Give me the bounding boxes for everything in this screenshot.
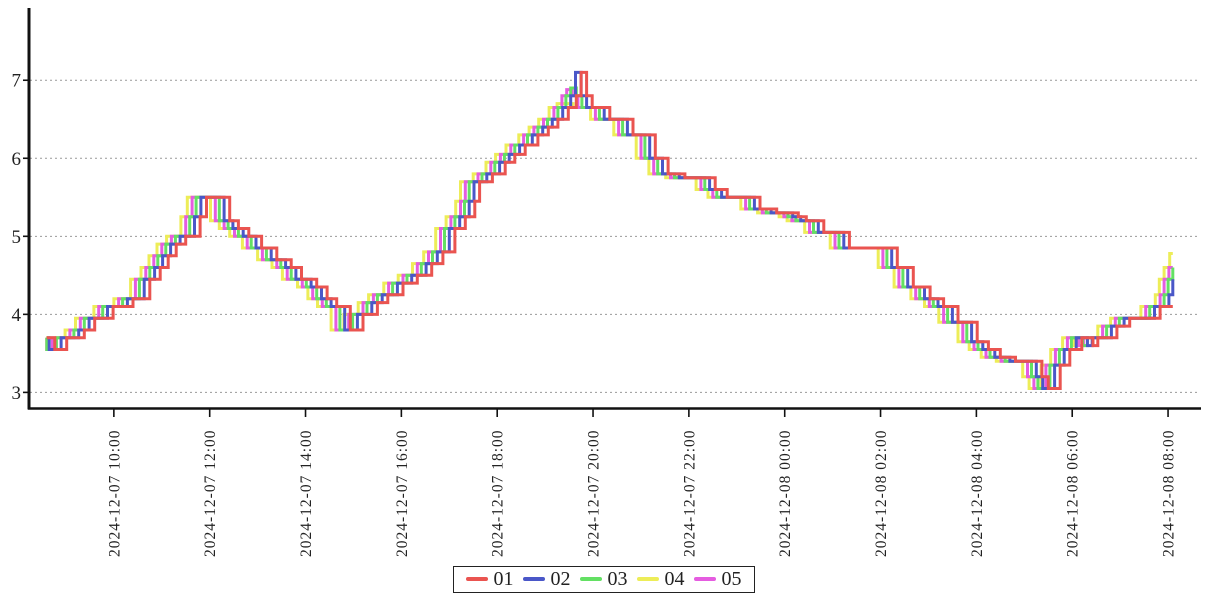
legend-label: 05 [721,568,742,590]
x-tick-label: 2024-12-08 08:00 [1161,429,1178,557]
legend-item-03: 03 [579,568,628,590]
x-axis-tick-labels: 2024-12-07 10:00 2024-12-07 12:00 2024-12-… [106,429,1177,557]
x-tick-label: 2024-12-07 12:00 [202,429,219,557]
y-tick-label: 5 [12,227,22,248]
x-tick-label: 2024-12-07 22:00 [681,429,698,557]
y-tick-label: 7 [12,71,22,92]
x-tick-label: 2024-12-07 14:00 [298,429,315,557]
gridlines [30,79,1200,393]
series-line-01 [46,70,1173,390]
chart-legend: 01 02 03 04 05 [452,566,755,593]
series-line-03 [45,86,1175,390]
legend-item-05: 05 [693,568,742,590]
legend-item-02: 02 [522,568,571,590]
legend-line-swatch-04 [636,577,659,581]
series-line-05 [45,88,1173,390]
legend-label: 03 [607,568,628,590]
legend-line-swatch-01 [465,577,488,581]
legend-line-swatch-02 [522,577,545,581]
legend-line-swatch-05 [693,577,716,581]
legend-label: 04 [664,568,685,590]
x-tick-label: 2024-12-08 02:00 [873,429,890,557]
y-tick-label: 3 [12,383,22,404]
y-tick-label: 4 [12,305,22,326]
plot-series-lines [45,70,1175,390]
x-tick-label: 2024-12-07 16:00 [394,429,411,557]
legend-item-01: 01 [465,568,514,590]
legend-label: 02 [550,568,571,590]
x-tick-label: 2024-12-07 10:00 [106,429,123,557]
y-tick-label: 6 [12,149,22,170]
x-tick-label: 2024-12-08 04:00 [969,429,986,557]
series-line-04 [45,102,1173,390]
axes [23,8,1201,417]
x-tick-label: 2024-12-08 06:00 [1065,429,1082,557]
x-tick-label: 2024-12-07 18:00 [490,429,507,557]
legend-line-swatch-03 [579,577,602,581]
x-tick-label: 2024-12-07 20:00 [586,429,603,557]
legend-label: 01 [493,568,514,590]
x-tick-label: 2024-12-08 00:00 [777,429,794,557]
y-axis-tick-labels: 3 4 5 6 7 [12,71,22,404]
legend-item-04: 04 [636,568,685,590]
